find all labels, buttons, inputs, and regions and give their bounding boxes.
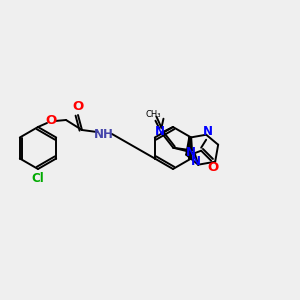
Text: CH₃: CH₃ (146, 110, 161, 119)
Text: N: N (186, 146, 196, 159)
Text: Cl: Cl (32, 172, 44, 184)
Text: NH: NH (94, 128, 114, 140)
Text: O: O (72, 100, 84, 113)
Text: N: N (154, 125, 164, 138)
Text: N: N (191, 155, 201, 168)
Text: O: O (45, 115, 57, 128)
Text: N: N (203, 125, 213, 138)
Text: O: O (208, 161, 219, 174)
